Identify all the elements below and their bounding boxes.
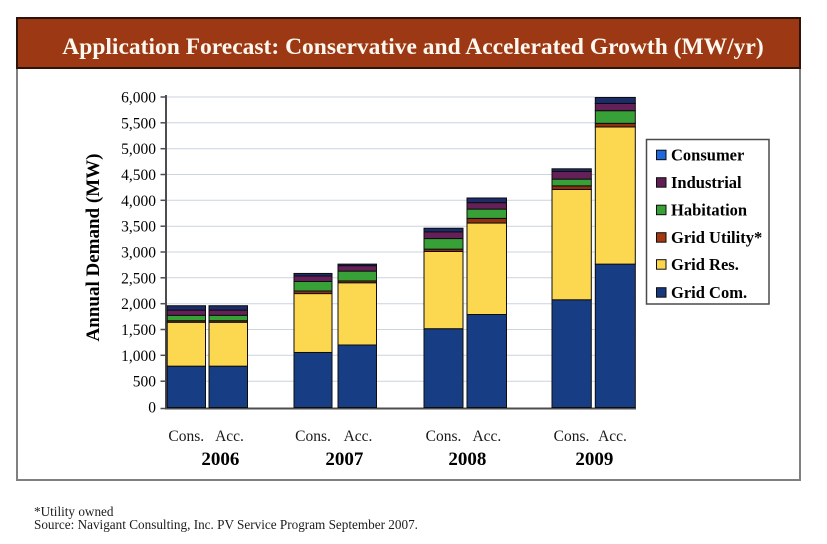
svg-text:2,500: 2,500 bbox=[121, 270, 156, 287]
svg-text:500: 500 bbox=[133, 374, 157, 391]
svg-text:6,000: 6,000 bbox=[121, 90, 156, 107]
svg-text:3,500: 3,500 bbox=[121, 219, 156, 236]
svg-text:Acc.: Acc. bbox=[598, 428, 627, 445]
svg-text:2008: 2008 bbox=[448, 449, 486, 470]
svg-text:2007: 2007 bbox=[325, 449, 364, 470]
svg-text:Acc.: Acc. bbox=[472, 428, 501, 445]
svg-text:Grid Res.: Grid Res. bbox=[671, 255, 739, 274]
svg-text:Acc.: Acc. bbox=[215, 428, 244, 445]
svg-text:2,000: 2,000 bbox=[121, 296, 156, 313]
svg-text:4,500: 4,500 bbox=[121, 167, 156, 184]
svg-text:2009: 2009 bbox=[575, 449, 613, 470]
svg-text:Grid Com.: Grid Com. bbox=[671, 283, 747, 302]
svg-text:Cons.: Cons. bbox=[168, 428, 204, 445]
svg-text:Grid Utility*: Grid Utility* bbox=[671, 228, 762, 247]
svg-text:1,500: 1,500 bbox=[121, 322, 156, 339]
svg-text:Acc.: Acc. bbox=[344, 428, 373, 445]
svg-text:2006: 2006 bbox=[201, 449, 239, 470]
svg-text:3,000: 3,000 bbox=[121, 245, 156, 262]
svg-text:Cons.: Cons. bbox=[554, 428, 590, 445]
svg-text:5,500: 5,500 bbox=[121, 115, 156, 132]
svg-text:0: 0 bbox=[148, 400, 156, 417]
svg-text:Consumer: Consumer bbox=[671, 146, 744, 165]
svg-text:1,000: 1,000 bbox=[121, 348, 156, 365]
svg-text:Cons.: Cons. bbox=[295, 428, 331, 445]
svg-text:Annual Demand (MW): Annual Demand (MW) bbox=[83, 154, 104, 342]
svg-text:Cons.: Cons. bbox=[426, 428, 462, 445]
svg-text:Industrial: Industrial bbox=[671, 173, 742, 192]
svg-text:4,000: 4,000 bbox=[121, 193, 156, 210]
svg-text:5,000: 5,000 bbox=[121, 141, 156, 158]
svg-text:Habitation: Habitation bbox=[671, 201, 747, 220]
